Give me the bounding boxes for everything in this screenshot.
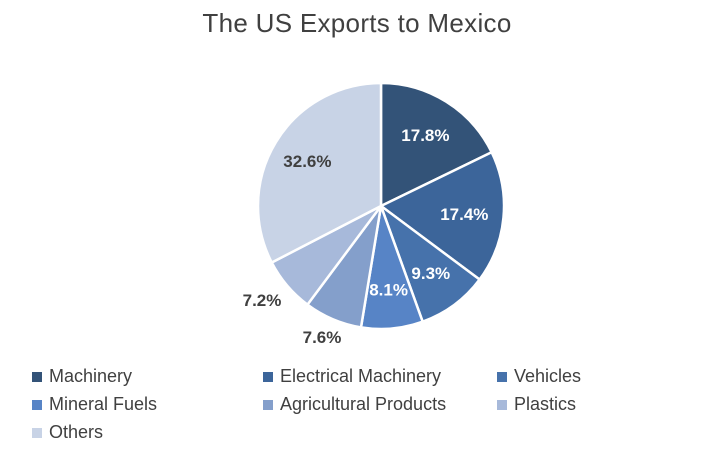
- legend-item-mineral-fuels: Mineral Fuels: [32, 394, 263, 415]
- legend-item-others: Others: [32, 422, 263, 443]
- legend-label: Plastics: [514, 394, 577, 414]
- legend-swatch: [497, 399, 507, 410]
- legend-swatch: [263, 399, 273, 410]
- data-label-machinery: 17.8%: [401, 126, 449, 145]
- data-label-mineral-fuels: 8.1%: [369, 280, 408, 299]
- legend-item-machinery: Machinery: [32, 366, 263, 387]
- pie-chart: 17.8% 17.4% 9.3%8.1% 7.6% 7.2% 32.6%: [243, 81, 506, 347]
- legend-item-agricultural-products: Agricultural Products: [263, 394, 497, 415]
- legend-swatch: [497, 371, 507, 382]
- legend-label: Mineral Fuels: [49, 394, 158, 414]
- legend: Machinery Electrical Machinery Vehicles Min…: [32, 366, 712, 443]
- legend-swatch: [32, 399, 42, 410]
- legend-label: Machinery: [49, 366, 133, 386]
- legend-item-electrical-machinery: Electrical Machinery: [263, 366, 497, 387]
- legend-label: Agricultural Products: [280, 394, 447, 414]
- legend-swatch: [32, 427, 42, 438]
- legend-swatch: [263, 371, 273, 382]
- data-label-plastics: 7.2%: [243, 291, 282, 310]
- legend-label: Others: [49, 422, 104, 442]
- data-label-electrical-machinery: 17.4%: [440, 205, 488, 224]
- data-label-vehicles: 9.3%: [411, 264, 450, 283]
- chart-title: The US Exports to Mexico: [202, 8, 512, 38]
- data-label-agricultural-products: 7.6%: [303, 328, 342, 347]
- legend-label: Electrical Machinery: [280, 366, 442, 386]
- pie-slice-machinery: [379, 81, 493, 208]
- pie-slice-others: [256, 81, 383, 264]
- legend-item-vehicles: Vehicles: [497, 366, 707, 387]
- pie-slice-electrical-machinery: [379, 150, 506, 281]
- legend-label: Vehicles: [514, 366, 582, 386]
- data-label-others: 32.6%: [283, 152, 331, 171]
- legend-item-plastics: Plastics: [497, 394, 707, 415]
- legend-swatch: [32, 371, 42, 382]
